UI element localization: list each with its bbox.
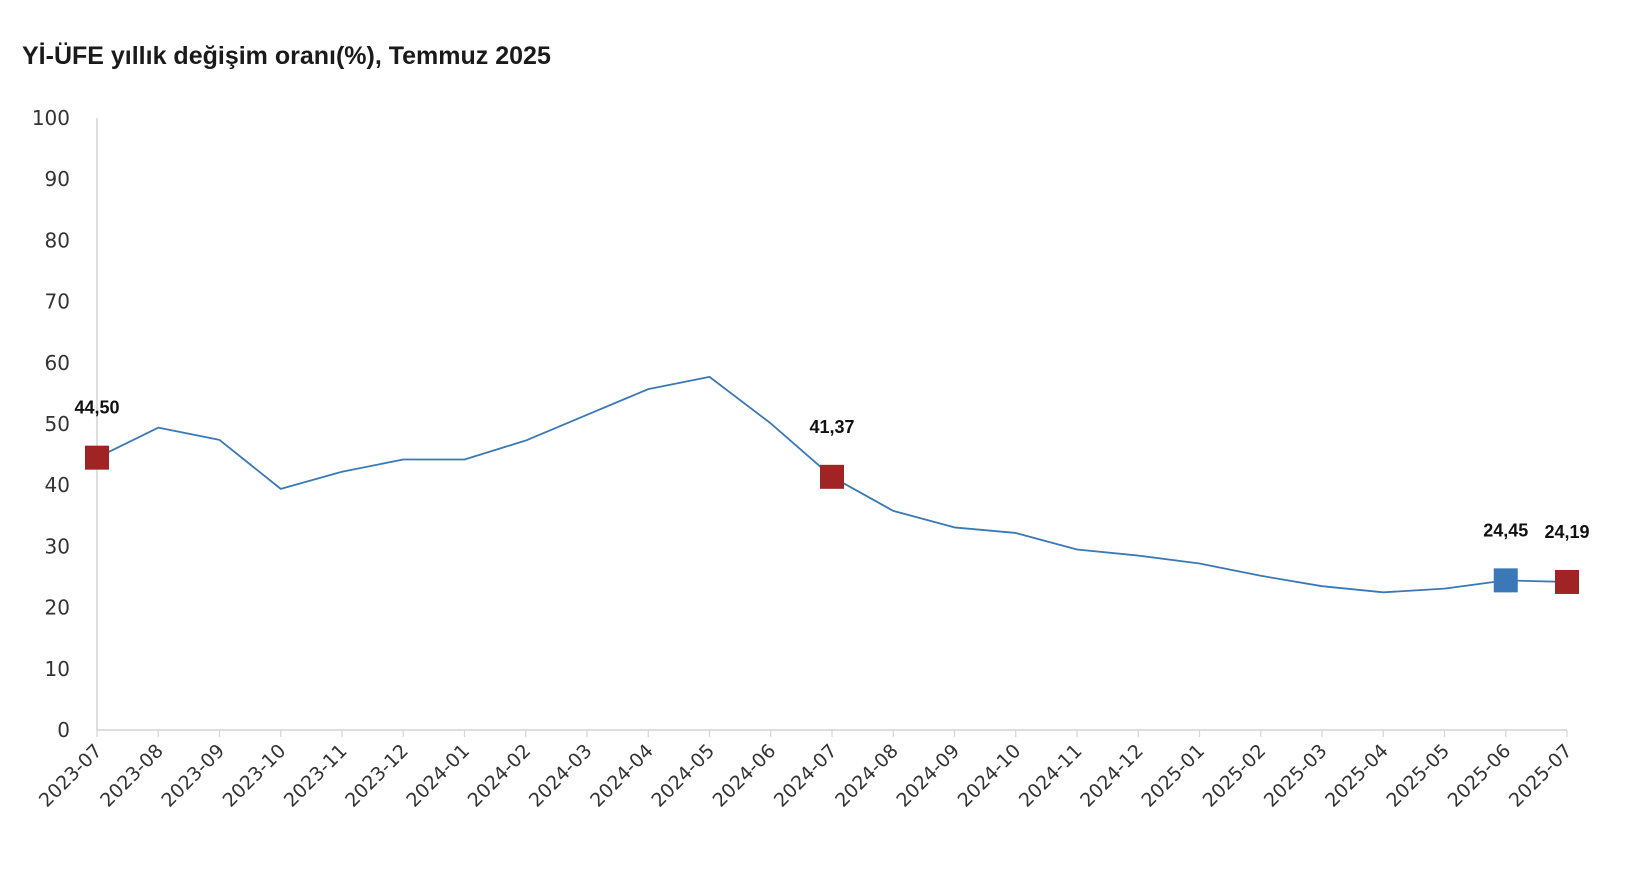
x-tick-label: 2023-08 — [96, 740, 168, 812]
highlight-markers — [85, 445, 1579, 594]
y-tick-label: 60 — [45, 351, 70, 375]
x-tick-label: 2025-02 — [1199, 740, 1271, 812]
x-tick-label: 2023-09 — [157, 740, 229, 812]
x-tick-label: 2024-09 — [892, 740, 964, 812]
x-tick-label: 2023-10 — [219, 740, 291, 812]
y-tick-label: 0 — [57, 718, 70, 742]
y-tick-label: 10 — [45, 657, 70, 681]
x-tick-label: 2024-03 — [525, 740, 597, 812]
y-tick-label: 40 — [45, 473, 70, 497]
x-tick-label: 2024-12 — [1076, 740, 1148, 812]
chart-title: Yİ-ÜFE yıllık değişim oranı(%), Temmuz 2… — [22, 42, 551, 70]
y-tick-label: 50 — [45, 412, 70, 436]
data-labels: 44,50 41,37 24,45 24,19 — [74, 398, 1589, 542]
x-tick-label: 2024-04 — [586, 740, 658, 812]
x-tick-label: 2023-12 — [341, 740, 413, 812]
x-tick-label: 2024-08 — [831, 740, 903, 812]
highlight-marker — [1555, 569, 1579, 594]
data-label: 41,37 — [809, 417, 854, 437]
x-tick-label: 2024-11 — [1015, 740, 1087, 812]
x-tick-label: 2025-06 — [1444, 740, 1516, 812]
x-tick-label: 2024-01 — [402, 740, 474, 812]
data-label: 24,45 — [1483, 520, 1528, 540]
highlight-marker — [85, 445, 109, 470]
x-tick-label: 2023-11 — [280, 740, 352, 812]
x-tick-label: 2024-07 — [770, 740, 842, 812]
y-tick-label: 30 — [45, 534, 70, 558]
data-label: 44,50 — [74, 398, 119, 418]
y-tick-label: 80 — [45, 228, 70, 252]
x-tick-label: 2024-06 — [709, 740, 781, 812]
highlight-marker — [820, 464, 844, 489]
y-axis-ticks: 0 10 20 30 40 50 60 70 80 90 100 — [32, 106, 70, 742]
x-tick-label: 2025-05 — [1382, 740, 1454, 812]
y-tick-label: 20 — [45, 596, 70, 620]
x-tick-label: 2024-10 — [954, 740, 1026, 812]
y-tick-label: 100 — [32, 106, 70, 130]
data-label: 24,19 — [1544, 522, 1589, 542]
x-tick-label: 2025-01 — [1137, 740, 1209, 812]
x-tick-label: 2025-03 — [1260, 740, 1332, 812]
x-axis-ticks: 2023-072023-082023-092023-102023-112023-… — [35, 730, 1577, 812]
x-tick-label: 2024-02 — [464, 740, 536, 812]
y-tick-label: 70 — [45, 290, 70, 314]
x-tick-label: 2023-07 — [35, 740, 107, 812]
x-tick-label: 2025-04 — [1321, 740, 1393, 812]
y-tick-label: 90 — [45, 167, 70, 191]
x-tick-label: 2025-07 — [1505, 740, 1577, 812]
x-tick-label: 2024-05 — [647, 740, 719, 812]
highlight-marker — [1493, 568, 1518, 593]
